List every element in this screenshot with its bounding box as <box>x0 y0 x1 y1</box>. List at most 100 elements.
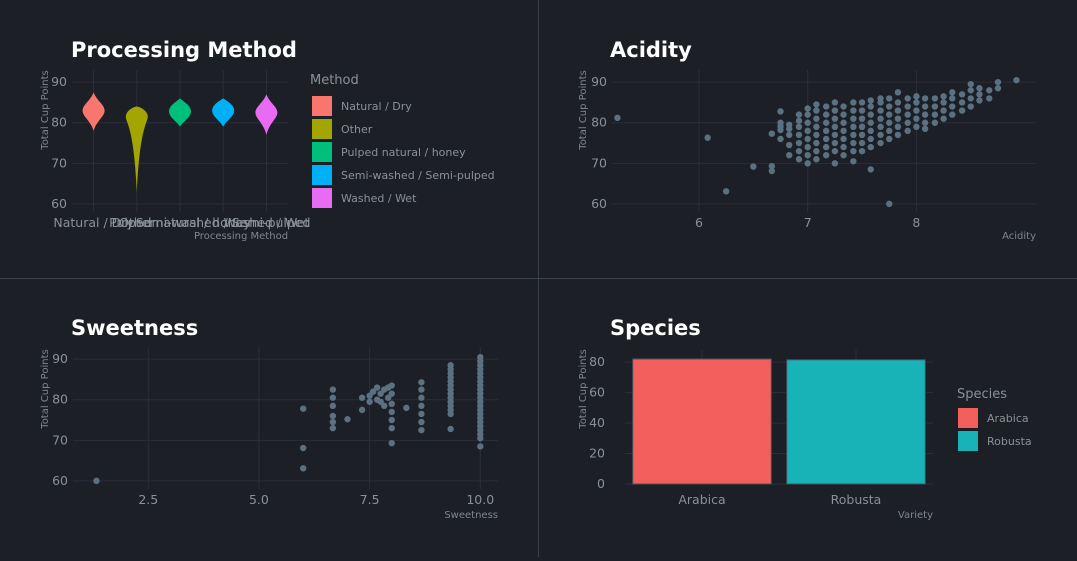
scatter-point <box>373 384 381 391</box>
x-axis-title: Processing Method <box>194 231 288 242</box>
y-tick-label: 90 <box>51 74 67 89</box>
scatter-point <box>921 119 929 126</box>
chart-title: Species <box>610 316 701 340</box>
scatter-point <box>804 105 811 112</box>
scatter-point <box>886 127 893 135</box>
scatter-point <box>477 353 484 361</box>
scatter-point <box>894 89 902 96</box>
scatter-point <box>858 147 866 155</box>
scatter-point <box>777 135 784 143</box>
legend-swatch <box>958 431 978 451</box>
scatter-point <box>369 388 377 395</box>
scatter-point <box>822 135 830 143</box>
chart-title: Acidity <box>610 38 692 62</box>
scatter-point <box>877 107 884 114</box>
bar <box>632 358 772 485</box>
scatter-point <box>958 107 966 114</box>
scatter-point <box>840 111 847 118</box>
horizontal-divider <box>0 278 1077 279</box>
scatter-point <box>904 119 911 126</box>
legend-label: Arabica <box>987 412 1029 425</box>
scatter-point <box>300 444 307 452</box>
scatter-point <box>358 406 366 414</box>
x-tick-label: 10.0 <box>466 492 494 507</box>
scatter-point <box>795 147 803 155</box>
scatter-point <box>418 386 425 393</box>
x-tick-label: Natural / Dry <box>53 215 134 230</box>
scatter-point <box>994 78 1002 86</box>
scatter-point <box>822 152 830 159</box>
scatter-point <box>858 139 866 147</box>
scatter-point <box>921 125 929 133</box>
scatter-point <box>877 95 884 102</box>
scatter-point <box>976 85 983 92</box>
scatter-point <box>1013 76 1020 84</box>
scatter-point <box>813 123 820 130</box>
x-tick-label: Arabica <box>678 492 725 507</box>
scatter-point <box>704 134 711 141</box>
scatter-point <box>300 465 307 472</box>
scatter-point <box>768 130 776 137</box>
violin-mark <box>212 98 235 127</box>
scatter-point <box>804 127 811 135</box>
scatter-point <box>477 443 484 450</box>
scatter-point <box>840 143 847 151</box>
scatter-point <box>877 131 884 139</box>
scatter-point <box>418 410 425 418</box>
scatter-point <box>940 99 947 106</box>
y-tick-label: 70 <box>52 432 68 447</box>
y-tick-label: 70 <box>591 155 607 170</box>
species-panel: Species 0 20 40 60 80 Arabica Robusta Arabica Ro… <box>539 279 1077 557</box>
scatter-point <box>804 111 811 118</box>
scatter-point <box>795 131 803 139</box>
scatter-point <box>813 156 820 163</box>
scatter-point <box>831 123 839 130</box>
scatter-point <box>913 107 920 114</box>
scatter-point <box>777 119 784 126</box>
scatter-point <box>768 167 776 175</box>
scatter-point <box>329 424 337 432</box>
scatter-point <box>822 103 830 110</box>
legend-swatch <box>312 165 332 185</box>
scatter-point <box>940 107 947 114</box>
scatter-point <box>986 95 993 102</box>
scatter-point <box>344 416 351 423</box>
scatter-point <box>904 111 911 118</box>
legend-label: Other <box>341 123 373 136</box>
scatter-point <box>894 123 902 130</box>
scatter-point <box>329 402 337 410</box>
scatter-point <box>388 382 395 389</box>
scatter-point <box>840 127 847 135</box>
scatter-point <box>940 93 947 100</box>
y-tick-label: 90 <box>52 351 68 366</box>
scatter-point <box>850 123 857 130</box>
scatter-point <box>447 362 454 369</box>
y-axis-title: Total Cup Points <box>578 349 589 429</box>
scatter-point <box>886 119 893 126</box>
x-tick-label: Robusta <box>831 492 882 507</box>
scatter-point <box>831 107 839 114</box>
scatter-point <box>967 103 974 110</box>
scatter-point <box>867 111 874 118</box>
scatter-point <box>388 439 395 447</box>
scatter-point <box>388 390 395 397</box>
scatter-point <box>904 95 911 102</box>
scatter-point <box>786 152 793 159</box>
legend-swatch <box>312 142 332 162</box>
scatter-point <box>329 418 337 426</box>
scatter-point <box>768 162 776 170</box>
y-tick-label: 80 <box>589 354 605 369</box>
scatter-point <box>795 139 803 147</box>
y-tick-label: 90 <box>591 74 607 89</box>
scatter-point <box>940 115 947 122</box>
scatter-point <box>886 135 893 143</box>
scatter-point <box>795 111 803 118</box>
legend-label: Natural / Dry <box>341 100 412 113</box>
scatter-point <box>913 123 920 130</box>
x-tick-label: Washed / Wet <box>224 215 310 230</box>
scatter-point <box>831 131 839 139</box>
scatter-point <box>418 418 425 426</box>
scatter-point <box>867 135 874 143</box>
scatter-point <box>804 143 811 151</box>
